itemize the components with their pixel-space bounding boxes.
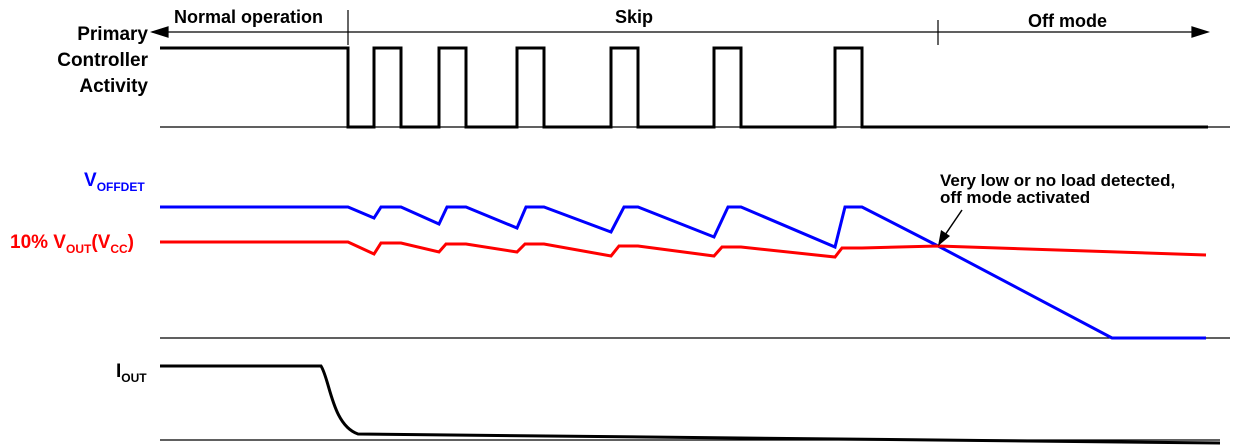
iout-main: I <box>116 361 121 382</box>
annotation-line1: Very low or no load detected, <box>940 171 1175 190</box>
voffdet-sub: OFFDET <box>97 180 146 194</box>
primary-label-line3: Activity <box>79 76 148 97</box>
vout-waveform <box>160 240 1207 259</box>
primary-label-line1: Primary <box>77 24 148 45</box>
vcc-sub: CC <box>110 242 128 256</box>
iout-label: IOUT <box>116 361 147 385</box>
region-off-label: Off mode <box>1028 11 1107 31</box>
primary-controller-label: Primary Controller Activity <box>57 24 148 97</box>
primary-activity-waveform <box>160 46 1208 129</box>
annotation-pointer-arrowhead <box>938 230 950 246</box>
voffdet-waveform <box>160 205 1206 340</box>
voffdet-label: VOFFDET <box>84 170 145 194</box>
vout-sub: OUT <box>66 242 92 256</box>
vout-paren-close: ) <box>128 232 134 253</box>
annotation-pointer-line <box>944 209 963 236</box>
vout-prefix: 10% V <box>10 232 66 253</box>
region-skip-label: Skip <box>615 7 653 27</box>
voffdet-main: V <box>84 170 97 191</box>
primary-label-line2: Controller <box>57 50 148 71</box>
vout-label: 10% VOUT(VCC) <box>10 232 134 256</box>
off-mode-annotation: Very low or no load detected, off mode a… <box>938 171 1175 246</box>
vout-paren-open: (V <box>91 232 110 253</box>
region-arrow <box>149 10 1211 45</box>
iout-sub: OUT <box>121 371 147 385</box>
region-normal-label: Normal operation <box>174 7 323 27</box>
iout-waveform <box>160 364 1221 445</box>
annotation-line2: off mode activated <box>940 188 1090 207</box>
